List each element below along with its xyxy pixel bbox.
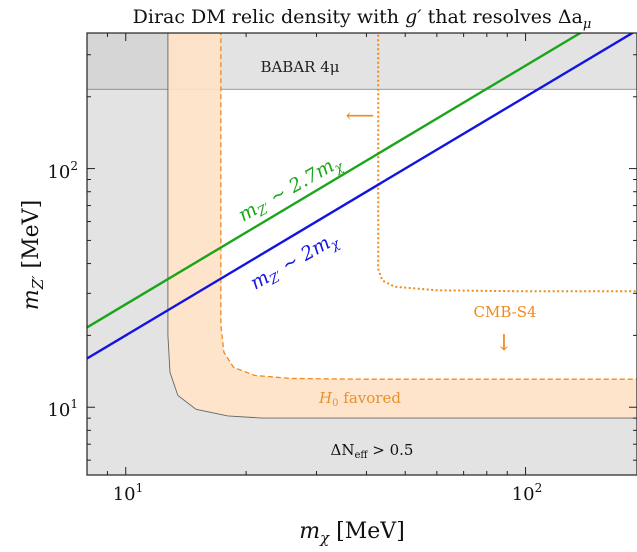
- cmb-s4-left-arrow: ⟵: [346, 103, 375, 127]
- y-axis-label: mZ′ [MeV]: [19, 200, 47, 310]
- chart-title: Dirac DM relic density with g′ that reso…: [133, 6, 592, 32]
- cmb-s4-label: CMB-S4: [473, 303, 536, 321]
- plot-frame: [86, 32, 637, 476]
- delta-neff-label: ΔNeff > 0.5: [331, 441, 414, 461]
- x-tick-label-100: 102: [512, 481, 543, 505]
- series-label-2p7: mZ′ ∼ 2.7mχ: [235, 150, 348, 229]
- babar-label: BABAR 4μ: [260, 58, 339, 76]
- axis-ticks: [86, 33, 637, 475]
- y-tick-label-100: 102: [47, 159, 78, 183]
- delta-neff-edge: [167, 33, 637, 419]
- y-tick-label-10: 101: [47, 397, 78, 421]
- series-line-2: [87, 33, 635, 360]
- h0-favored-label: H0 favored: [318, 389, 401, 409]
- cmb-s4-curve: [377, 33, 637, 293]
- x-tick-label-10: 101: [113, 481, 144, 505]
- x-axis-label: mχ [MeV]: [299, 519, 405, 547]
- series-line-2p7: [87, 33, 583, 329]
- h0-band-edge: [220, 33, 637, 380]
- plot-area: [87, 33, 637, 475]
- cmb-s4-down-arrow: ↓: [495, 331, 513, 356]
- series-label-2: mZ′ ∼ 2mχ: [247, 227, 344, 297]
